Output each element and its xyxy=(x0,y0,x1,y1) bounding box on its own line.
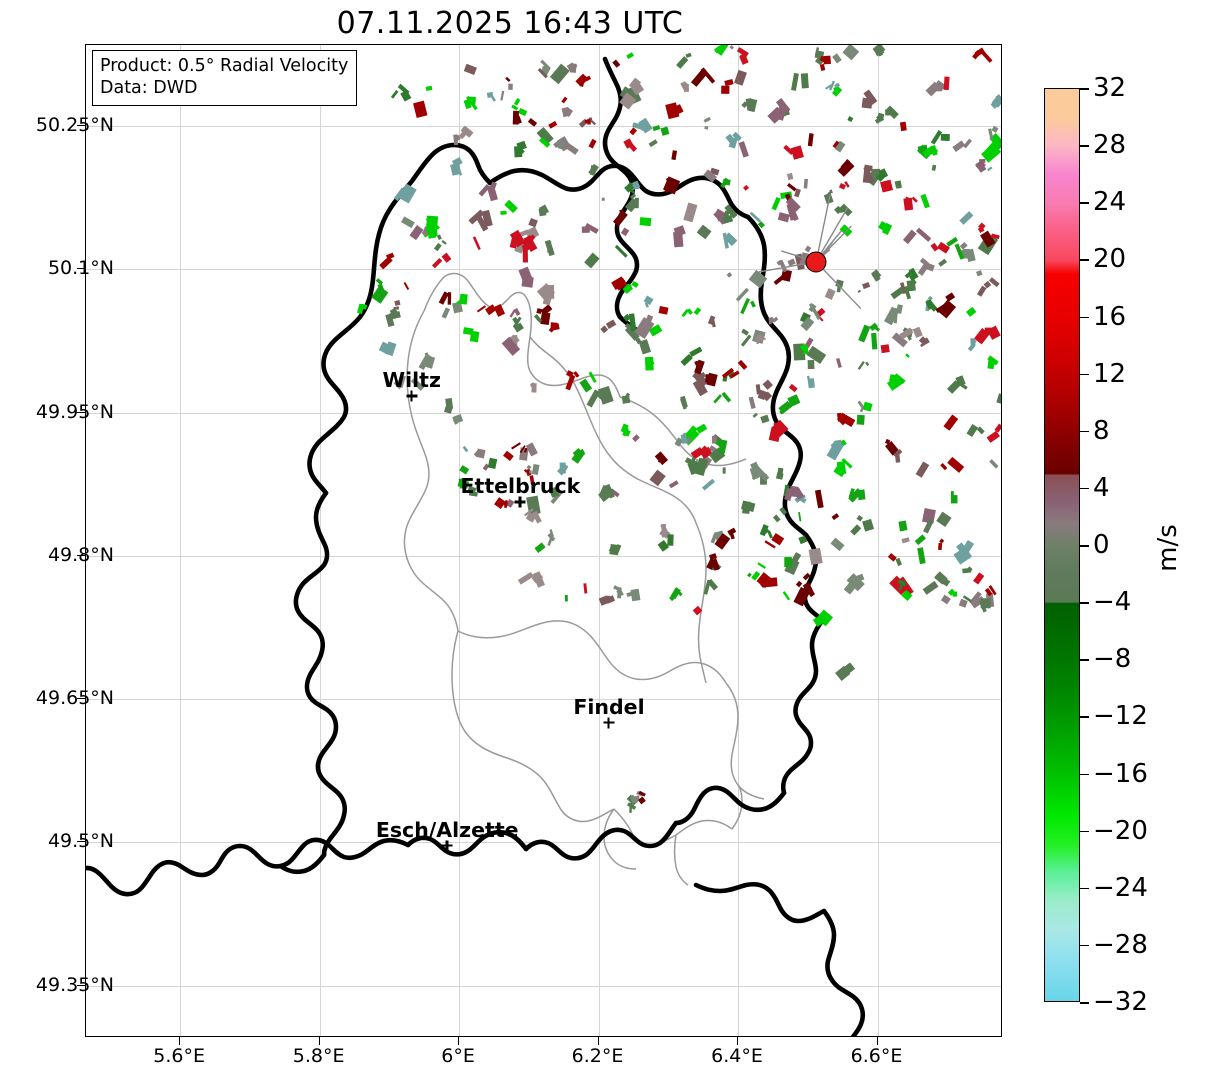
gridline-horizontal-6 xyxy=(86,985,1001,987)
colorbar-tick-0 xyxy=(1080,88,1089,90)
colorbar-label-6: 8 xyxy=(1093,415,1110,446)
colorbar-label-14: −24 xyxy=(1093,872,1148,903)
colorbar-tick-4 xyxy=(1080,316,1089,319)
colorbar-tick-11 xyxy=(1080,716,1089,718)
colorbar-tick-6 xyxy=(1080,430,1089,433)
colorbar-label-4: 16 xyxy=(1093,301,1127,332)
colorbar-label-16: −32 xyxy=(1093,987,1148,1017)
y-tick-3 xyxy=(77,554,85,556)
colorbar-label-9: −4 xyxy=(1093,587,1132,618)
city-label-wiltz: Wiltz xyxy=(382,368,441,393)
product-info-box: Product: 0.5° Radial Velocity Data: DWD xyxy=(92,50,358,106)
gridline-horizontal-3 xyxy=(86,555,1001,557)
y-axis-label-6: 49.35°N xyxy=(35,973,114,996)
colorbar-label-10: −8 xyxy=(1093,644,1132,675)
x-axis-label-5: 6.6°E xyxy=(850,1045,903,1067)
colorbar-label-1: 28 xyxy=(1093,130,1127,161)
colorbar-tick-16 xyxy=(1080,1002,1089,1004)
map-clip-region: Wiltz Ettelbruck Findel Esch/Alzette xyxy=(86,45,1001,1036)
gridline-horizontal-4 xyxy=(86,699,1001,700)
colorbar-gradient xyxy=(1045,89,1079,1001)
radar-echo-layer xyxy=(357,45,1001,813)
y-tick-6 xyxy=(77,984,85,986)
national-border xyxy=(86,56,825,897)
colorbar-label-2: 24 xyxy=(1093,187,1127,218)
colorbar-label-7: 4 xyxy=(1093,472,1110,503)
colorbar-label-13: −20 xyxy=(1093,815,1148,846)
x-tick-2 xyxy=(458,1037,460,1045)
city-marker-findel xyxy=(603,717,615,729)
gridline-horizontal-2 xyxy=(86,412,1001,414)
y-tick-1 xyxy=(77,268,85,270)
x-tick-5 xyxy=(876,1037,878,1045)
city-label-ettelbruck: Ettelbruck xyxy=(460,474,581,499)
canton-boundaries xyxy=(403,272,765,886)
x-tick-0 xyxy=(179,1037,181,1045)
x-axis-label-2: 6°E xyxy=(441,1045,475,1067)
gridline-vertical-3 xyxy=(598,45,600,1036)
city-marker-wiltz xyxy=(406,390,418,402)
colorbar-tick-8 xyxy=(1080,545,1089,547)
y-axis-label-3: 49.8°N xyxy=(47,543,114,566)
info-product-line: Product: 0.5° Radial Velocity xyxy=(100,56,349,76)
colorbar-unit-label: m/s xyxy=(1153,524,1183,572)
page-title: 07.11.2025 16:43 UTC xyxy=(336,6,684,41)
city-marker-ettelbruck xyxy=(514,496,526,508)
info-data-line: Data: DWD xyxy=(100,78,198,99)
colorbar-tick-12 xyxy=(1080,773,1089,776)
x-tick-4 xyxy=(737,1037,738,1045)
gridline-vertical-2 xyxy=(459,45,461,1036)
gridline-vertical-0 xyxy=(180,45,182,1036)
y-axis-label-5: 49.5°N xyxy=(47,830,114,853)
colorbar-tick-15 xyxy=(1080,944,1089,947)
colorbar-tick-3 xyxy=(1080,259,1089,261)
colorbar-label-11: −12 xyxy=(1093,701,1148,732)
y-axis-label-1: 50.1°N xyxy=(47,257,114,280)
y-axis-label-4: 49.65°N xyxy=(35,687,114,709)
gridline-vertical-1 xyxy=(319,45,321,1036)
city-label-findel: Findel xyxy=(573,694,645,719)
colorbar-tick-2 xyxy=(1080,202,1089,204)
y-axis-label-0: 50.25°N xyxy=(35,114,114,137)
colorbar-tick-14 xyxy=(1080,887,1089,890)
colorbar-label-5: 12 xyxy=(1093,358,1127,389)
colorbar-tick-5 xyxy=(1080,373,1089,376)
y-tick-2 xyxy=(77,411,85,413)
colorbar-label-8: 0 xyxy=(1093,530,1110,560)
map-geometry xyxy=(86,45,1001,1036)
x-tick-3 xyxy=(597,1037,599,1045)
radar-site-marker[interactable] xyxy=(805,251,827,273)
colorbar-tick-9 xyxy=(1080,602,1089,604)
x-axis-label-0: 5.6°E xyxy=(153,1045,205,1067)
southeast-border xyxy=(693,881,866,1036)
y-axis-label-2: 49.95°N xyxy=(35,400,114,423)
colorbar-tick-7 xyxy=(1080,487,1089,490)
x-axis-label-4: 6.4°E xyxy=(711,1045,763,1067)
x-axis-label-3: 6.2°E xyxy=(571,1045,624,1067)
colorbar-tick-13 xyxy=(1080,830,1089,833)
gridline-horizontal-0 xyxy=(86,126,1001,128)
colorbar-label-0: 32 xyxy=(1093,73,1127,103)
gridline-horizontal-1 xyxy=(86,269,1001,271)
y-tick-5 xyxy=(77,841,85,843)
radar-map-plot[interactable]: Wiltz Ettelbruck Findel Esch/Alzette xyxy=(85,44,1002,1037)
x-tick-1 xyxy=(318,1037,320,1045)
y-tick-0 xyxy=(77,125,85,127)
colorbar-label-12: −16 xyxy=(1093,758,1148,789)
colorbar-label-3: 20 xyxy=(1093,244,1127,275)
colorbar-tick-1 xyxy=(1080,145,1089,147)
colorbar-tick-10 xyxy=(1080,659,1089,661)
city-label-esch-alzette: Esch/Alzette xyxy=(375,818,519,843)
gridline-vertical-5 xyxy=(877,45,879,1036)
colorbar-label-15: −28 xyxy=(1093,929,1148,960)
y-tick-4 xyxy=(77,698,85,699)
colorbar[interactable] xyxy=(1044,88,1080,1002)
city-marker-esch-alzette xyxy=(441,840,453,852)
x-axis-label-1: 5.8°E xyxy=(292,1045,345,1067)
gridline-vertical-4 xyxy=(738,45,739,1036)
